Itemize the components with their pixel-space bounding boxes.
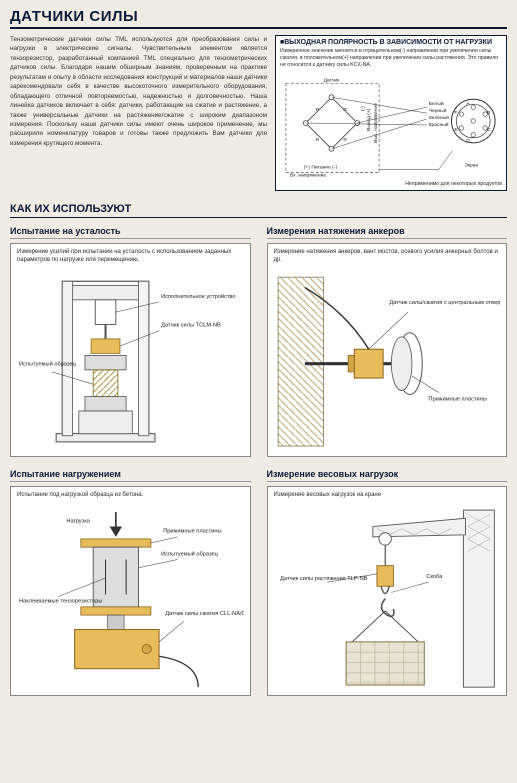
label-sensor: Датчик: [324, 78, 341, 84]
top-section: Тензометрические датчики силы TML исполь…: [10, 35, 507, 191]
usage-desc-2: Испытание под нагрузкой образца из бетон…: [17, 492, 244, 500]
polarity-desc: Измеренное значение меняется в отрицател…: [280, 48, 502, 68]
lbl-load: Нагрузка: [66, 518, 90, 524]
svg-text:R: R: [343, 137, 347, 143]
svg-text:R: R: [316, 137, 320, 143]
intro-paragraph: Тензометрические датчики силы TML исполь…: [10, 35, 267, 191]
usage-title-3: Измерение весовых нагрузок: [267, 469, 508, 482]
usage-box-1: Измерение натяжения анкеров, вант мостов…: [267, 243, 508, 457]
page-title: ДАТЧИКИ СИЛЫ: [10, 8, 507, 29]
svg-text:(-): (-): [360, 106, 366, 111]
svg-text:A: A: [466, 101, 470, 107]
label-outvoltage: Вых. напряжение: [373, 103, 379, 143]
label-green: Зеленый: [429, 114, 449, 121]
section-usage-title: КАК ИХ ИСПОЛЬЗУЮТ: [10, 203, 507, 218]
polarity-diagram: Датчик R R R R Белый Черный: [280, 71, 502, 179]
usage-grid: Испытание на усталость Измерение усилий …: [10, 226, 507, 696]
diagram-anchors: Датчик силы/сжатия с центральным отверст…: [274, 271, 501, 451]
lbl-specimen-2: Испытуемый образец: [161, 550, 219, 557]
usage-cell-crane: Измерение весовых нагрузок Измерение вес…: [267, 469, 508, 696]
svg-text:D: D: [466, 138, 470, 144]
label-black: Черный: [429, 107, 447, 114]
lbl-gauges: Наклеиваемые тензорезисторы: [19, 599, 102, 605]
usage-box-0: Измерение усилий при испытании на устало…: [10, 243, 251, 457]
svg-text:R: R: [316, 107, 320, 113]
svg-text:F: F: [454, 110, 457, 116]
lbl-sensor-2: Датчик силы сжатия CLL-NA/CLH-NA: [165, 611, 243, 617]
usage-title-1: Измерения натяжения анкеров: [267, 226, 508, 239]
lbl-shackle: Скоба: [426, 574, 443, 580]
label-shield: Экран: [464, 163, 478, 169]
label-involtage: Вх. напряжение: [290, 173, 326, 179]
lbl-sensor-1: Датчик силы/сжатия с центральным отверст…: [389, 300, 500, 306]
polarity-title: ■ВЫХОДНАЯ ПОЛЯРНОСТЬ В ЗАВИСИМОСТИ ОТ НА…: [280, 39, 502, 46]
lbl-sensor-0: Датчик силы TCLM-NB: [161, 322, 221, 328]
svg-text:C: C: [487, 127, 491, 133]
usage-desc-0: Измерение усилий при испытании на устало…: [17, 249, 244, 265]
label-output: Выход (+): [366, 109, 372, 132]
usage-cell-anchors: Измерения натяжения анкеров Измерение на…: [267, 226, 508, 457]
label-white: Белый: [429, 100, 444, 107]
diagram-fatigue: Исполнительное устройство Датчик силы TC…: [17, 271, 244, 451]
usage-desc-1: Измерение натяжения анкеров, вант мостов…: [274, 249, 501, 265]
usage-desc-3: Измерение весовых нагрузок на кране: [274, 492, 501, 500]
usage-box-3: Измерение весовых нагрузок на кране Датч…: [267, 486, 508, 696]
usage-title-2: Испытание нагружением: [10, 469, 251, 482]
label-supply: (+) Питание (-): [304, 165, 338, 171]
svg-text:B: B: [487, 110, 491, 116]
label-red: Красный: [429, 121, 449, 128]
usage-box-2: Испытание под нагрузкой образца из бетон…: [10, 486, 251, 696]
svg-text:R: R: [343, 107, 347, 113]
usage-cell-load: Испытание нагружением Испытание под нагр…: [10, 469, 251, 696]
polarity-box: ■ВЫХОДНАЯ ПОЛЯРНОСТЬ В ЗАВИСИМОСТИ ОТ НА…: [275, 35, 507, 191]
lbl-actuator: Исполнительное устройство: [161, 293, 235, 300]
diagram-crane: Датчик силы растяжения TLP-NB Скоба: [274, 506, 501, 690]
usage-title-0: Испытание на усталость: [10, 226, 251, 239]
lbl-plates-1: Прижимные пластины: [428, 397, 486, 403]
lbl-specimen-0: Испытуемый образец: [19, 361, 77, 368]
diagram-load: Нагрузка Прижимные пластины Испытуемый о…: [17, 506, 244, 690]
polarity-note: Неприменимо для некоторых продуктов: [280, 181, 502, 187]
lbl-plates-2: Прижимные пластины: [163, 529, 221, 535]
usage-cell-fatigue: Испытание на усталость Измерение усилий …: [10, 226, 251, 457]
lbl-sensor-3: Датчик силы растяжения TLP-NB: [280, 576, 367, 582]
